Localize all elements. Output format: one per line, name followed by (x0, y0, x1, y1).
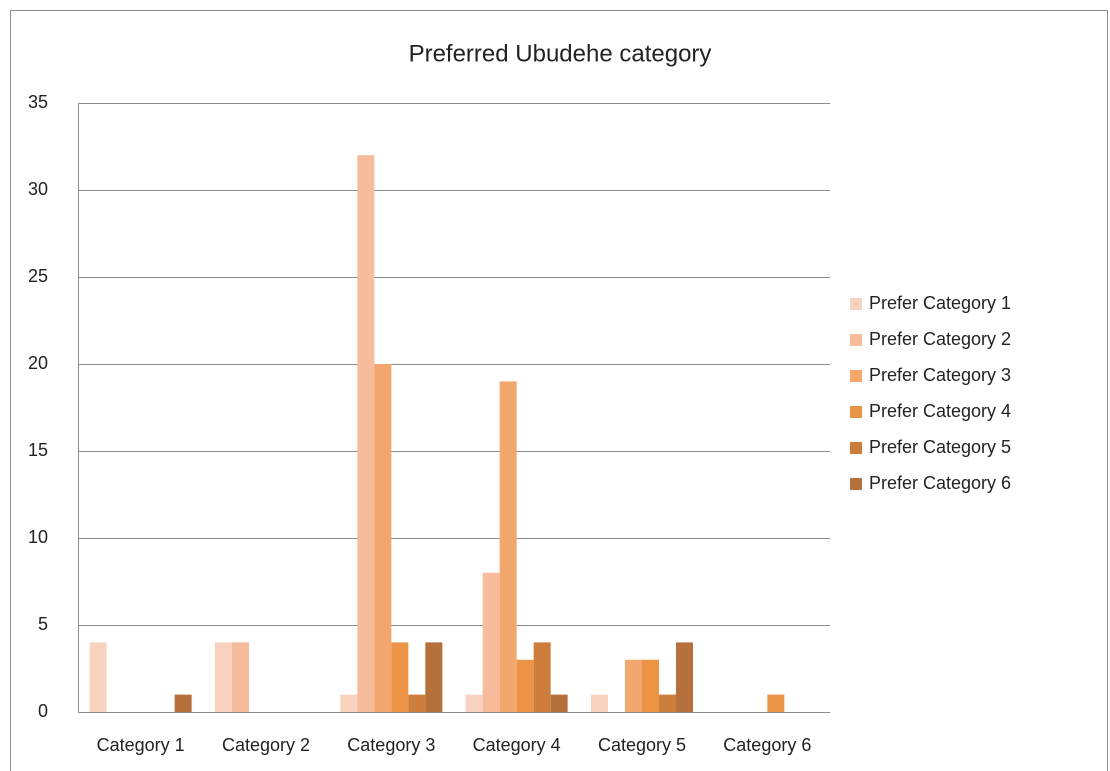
bar (625, 659, 642, 712)
bar (215, 642, 232, 712)
chart-title: Preferred Ubudehe category (409, 40, 712, 67)
y-tick-label: 30 (28, 179, 48, 199)
y-tick-label: 20 (28, 353, 48, 373)
bar (408, 694, 426, 712)
bar (391, 642, 409, 712)
bar (676, 642, 693, 712)
x-tick-label: Category 6 (723, 735, 811, 755)
legend-swatch (850, 442, 862, 454)
y-tick-label: 0 (38, 701, 48, 721)
legend-label: Prefer Category 5 (869, 437, 1011, 457)
bar (232, 642, 249, 712)
bar (174, 694, 192, 712)
legend-swatch (850, 334, 862, 346)
legend-swatch (850, 370, 862, 382)
bar (89, 642, 107, 712)
bar (533, 642, 551, 712)
legend-swatch (850, 478, 862, 490)
legend-label: Prefer Category 2 (869, 329, 1011, 349)
bar (659, 694, 676, 712)
y-tick-label: 5 (38, 614, 48, 634)
legend-label: Prefer Category 4 (869, 401, 1011, 421)
bar (425, 642, 443, 712)
y-tick-label: 25 (28, 266, 48, 286)
x-tick-label: Category 2 (222, 735, 310, 755)
x-tick-label: Category 5 (598, 735, 686, 755)
bar (516, 659, 534, 712)
x-tick-label: Category 3 (347, 735, 435, 755)
x-tick-label: Category 1 (97, 735, 185, 755)
bar (340, 694, 358, 712)
legend-label: Prefer Category 3 (869, 365, 1011, 385)
legend-swatch (850, 298, 862, 310)
x-tick-label: Category 4 (473, 735, 561, 755)
legend-label: Prefer Category 6 (869, 473, 1011, 493)
bar (357, 155, 375, 712)
y-tick-label: 35 (28, 92, 48, 112)
y-tick-label: 15 (28, 440, 48, 460)
y-tick-label: 10 (28, 527, 48, 547)
bar (550, 694, 568, 712)
bar (767, 694, 785, 712)
bar (499, 381, 517, 712)
bar (642, 659, 659, 712)
legend-swatch (850, 406, 862, 418)
chart-frame (10, 10, 1108, 771)
legend-label: Prefer Category 1 (869, 293, 1011, 313)
bar (591, 694, 608, 712)
bar (374, 364, 392, 712)
bar (465, 694, 483, 712)
bar (482, 572, 500, 712)
